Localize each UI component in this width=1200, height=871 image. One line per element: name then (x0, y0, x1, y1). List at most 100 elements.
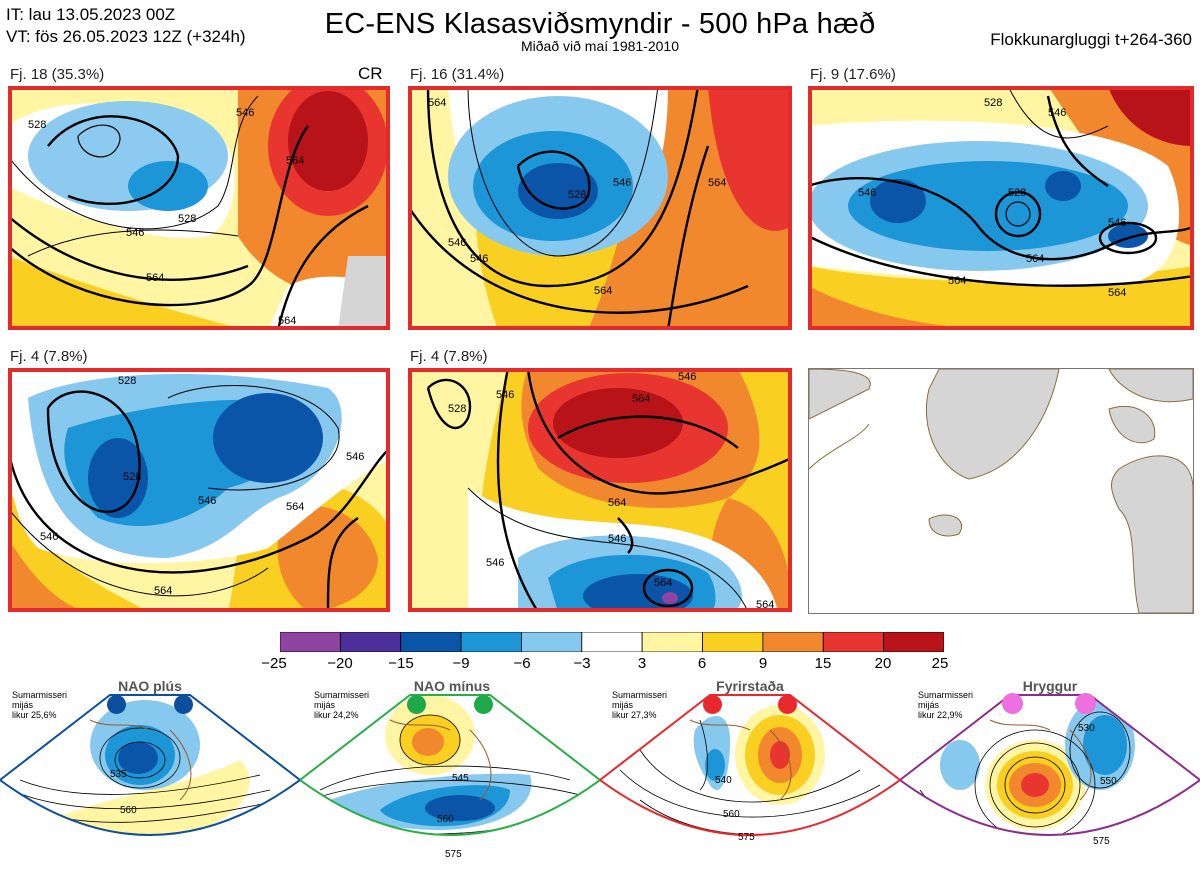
regime-3-name: Fyrirstaða (716, 678, 784, 694)
contour-label: 528 (118, 375, 136, 387)
regime-3-info-line: likur 27,3% (612, 710, 657, 720)
contour-label: 545 (452, 773, 469, 784)
colorbar-tick: −9 (452, 655, 470, 672)
regime-4-name: Hryggur (1022, 678, 1078, 694)
contour-label: 528 (984, 97, 1002, 109)
regime-3-dot-right (778, 695, 797, 714)
colorbar-tick: 6 (697, 655, 707, 672)
colorbar-tick: −6 (513, 655, 531, 672)
contour-label: 546 (608, 533, 626, 545)
cluster-map-3: 546 528 564 528 546 564 546 564 (808, 86, 1194, 330)
colorbar-segment (581, 631, 643, 653)
colorbar-tick: 9 (758, 655, 768, 672)
contour-label: 564 (1108, 287, 1126, 299)
regime-4-info: Sumarmisseri mijás likur 22,9% (918, 690, 973, 720)
regime-3-info-line: Sumarmisseri (612, 690, 668, 700)
contour-label: 546 (496, 389, 514, 401)
cluster-map-1: 528 546 564 546 564 564 528 (8, 86, 390, 330)
regime-2-info-line: likur 24,2% (314, 710, 359, 720)
contour-label: 560 (437, 814, 454, 825)
cluster-map-1-frame (8, 86, 390, 330)
contour-label: 530 (1078, 723, 1095, 734)
cluster-2-label: Fj. 16 (31.4%) (410, 66, 505, 83)
cluster-4-label: Fj. 4 (7.8%) (10, 348, 88, 365)
colorbar-segment (702, 631, 764, 653)
regime-2-map: 545 560 575 (300, 694, 600, 860)
classification-window: Flokkunargluggi t+264-360 (990, 30, 1192, 49)
regime-2-info-line: Sumarmisseri (314, 690, 370, 700)
contour-label: 535 (110, 769, 127, 780)
contour-label: 564 (286, 155, 304, 167)
cluster-map-2: 546 546 564 528 546 564 564 (408, 86, 792, 330)
contour-label: 546 (613, 177, 631, 189)
colorbar-segment (339, 631, 402, 653)
regime-1-info-line: mijás (12, 700, 34, 710)
colorbar-segment (521, 631, 583, 653)
contour-label: 564 (632, 393, 650, 405)
contour-label: 560 (723, 809, 740, 820)
regime-2-info-line: mijás (314, 700, 336, 710)
contour-label: 546 (1108, 217, 1126, 229)
cluster-map-5-frame (408, 368, 792, 612)
colorbar-segment (762, 631, 824, 653)
regime-3-map: 540 560 575 (600, 694, 900, 843)
contour-label: 560 (120, 805, 137, 816)
regime-1-dot-right (174, 695, 193, 714)
contour-label: 546 (858, 187, 876, 199)
empty-reference-map (808, 368, 1194, 614)
contour-label: 546 (448, 237, 466, 249)
regime-1-map: 535 560 (0, 694, 300, 836)
contour-label: 528 (568, 189, 586, 201)
contour-label: 546 (346, 451, 364, 463)
colorbar-tick: −20 (327, 655, 353, 672)
contour-label: 564 (948, 275, 966, 287)
regime-3-info-line: mijás (612, 700, 634, 710)
regime-4-dot-left (1002, 693, 1023, 714)
contour-label: 564 (1026, 253, 1044, 265)
contour-label: 528 (28, 119, 46, 131)
colorbar (279, 631, 945, 657)
page-title: EC-ENS Klasasviðsmyndir - 500 hPa hæð (324, 8, 876, 40)
colorbar-segment (279, 631, 341, 653)
regime-3-dot-left (703, 695, 722, 714)
contour-label: 564 (286, 501, 304, 513)
regime-4-info-line: Sumarmisseri (918, 690, 974, 700)
cluster-map-5: 528 546 564 564 546 546 564 546 564 (408, 368, 792, 612)
regime-4-info-line: mijás (918, 700, 940, 710)
regime-1-info-line: Sumarmisseri (12, 690, 68, 700)
contour-label: 564 (654, 577, 672, 589)
contour-label: 528 (123, 471, 141, 483)
contour-label: 564 (154, 585, 172, 597)
regime-4-map: 530 550 575 (900, 694, 1200, 847)
page-subtitle: Miðað við maí 1981-2010 (521, 38, 679, 54)
cluster-1-label: Fj. 18 (35.3%) (10, 66, 105, 83)
contour-label: 575 (738, 832, 755, 843)
colorbar-tick: 25 (931, 655, 949, 672)
colorbar-segment (641, 631, 703, 653)
contour-label: 575 (1093, 836, 1110, 847)
cluster-1-cr-mark: CR (358, 64, 383, 83)
colorbar-segment (460, 631, 522, 653)
regime-2-dot-left (407, 695, 426, 714)
contour-label: 546 (486, 557, 504, 569)
regime-1-info: Sumarmisseri mijás likur 25,6% (12, 690, 67, 720)
contour-label: 546 (236, 107, 254, 119)
contour-label: 546 (678, 371, 696, 383)
contour-label: 546 (198, 495, 216, 507)
regime-1-name: NAO plús (118, 678, 182, 694)
regime-3-info: Sumarmisseri mijás likur 27,3% (612, 690, 667, 720)
regime-4-info-line: likur 22,9% (918, 710, 963, 720)
contour-label: 564 (146, 272, 164, 284)
cluster-map-4-frame (8, 368, 390, 612)
contour-label: 564 (594, 285, 612, 297)
regime-2-dot-right (474, 695, 493, 714)
cluster-map-2-frame (408, 86, 792, 330)
cluster-5-label: Fj. 4 (7.8%) (410, 348, 488, 365)
header-info: IT: lau 13.05.2023 00Z VT: fös 26.05.202… (6, 4, 246, 48)
colorbar-segment (822, 631, 884, 653)
regime-2-info: Sumarmisseri mijás likur 24,2% (314, 690, 369, 720)
contour-label: 550 (1100, 776, 1117, 787)
contour-label: 564 (708, 177, 726, 189)
contour-label: 564 (608, 497, 626, 509)
contour-label: 528 (1008, 187, 1026, 199)
